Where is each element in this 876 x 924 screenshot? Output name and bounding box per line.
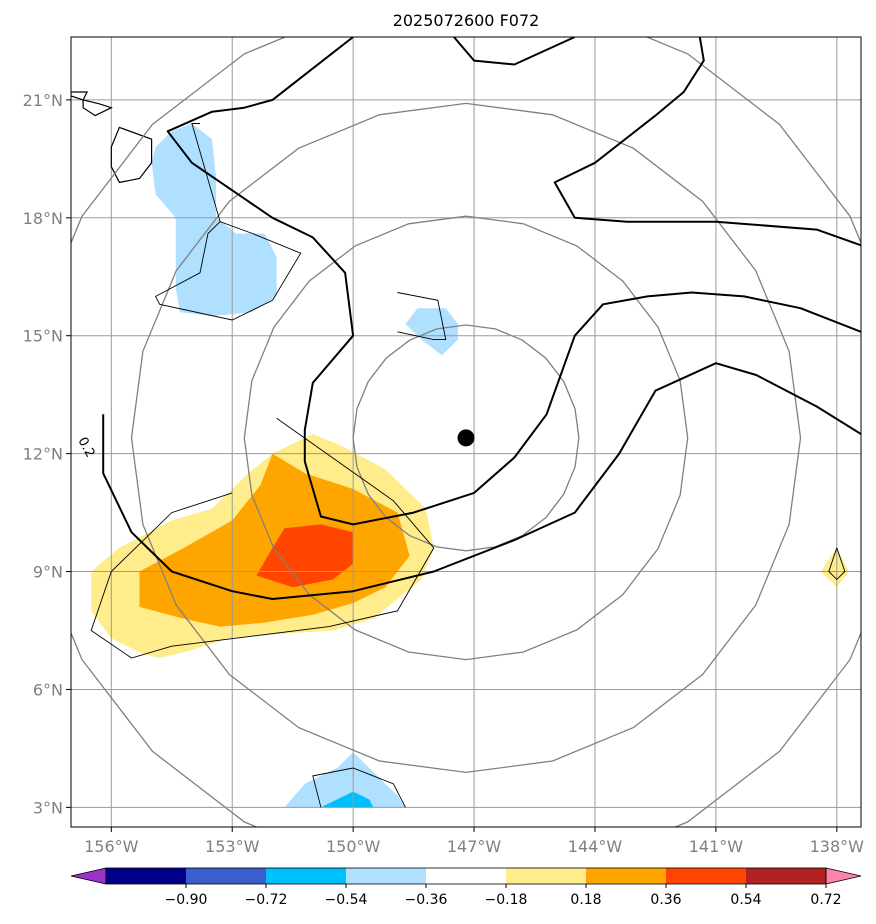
- colorbar-tick-label-7: 0.54: [730, 892, 761, 908]
- colorbar: −0.90 −0.72 −0.54 −0.36 −0.18 0.18 0.36 0.54 0.7…: [70, 867, 862, 908]
- y-tick-label-5: 18°N: [23, 209, 63, 228]
- y-tick-label-1: 6°N: [33, 680, 63, 699]
- y-tick-label-6: 21°N: [23, 91, 63, 110]
- y-tick-label-2: 9°N: [33, 563, 63, 582]
- colorbar-extend-low: [70, 867, 107, 885]
- colorbar-tick-label-3: −0.36: [405, 892, 448, 908]
- thin-contour-4: [828, 547, 846, 581]
- thick-contours: [102, 37, 861, 600]
- x-tick-label-4: 144°W: [568, 837, 623, 856]
- x-tick-label-1: 153°W: [205, 837, 260, 856]
- filled-region-2: [284, 752, 406, 808]
- colorbar-tick-label-5: 0.18: [570, 892, 601, 908]
- thick-contour-2: [102, 362, 861, 600]
- map-plot-area: 0.2: [71, 37, 861, 827]
- colorbar-segment-5: [506, 868, 587, 884]
- storm-center-marker: [457, 429, 475, 447]
- range-ring-1: [243, 215, 689, 661]
- colorbar-tick-label-0: −0.90: [165, 892, 208, 908]
- colorbar-segment-6: [586, 868, 667, 884]
- coastline-hawaii: [71, 91, 153, 184]
- colorbar-tick-label-8: 0.72: [810, 892, 841, 908]
- y-tick-label-4: 15°N: [23, 327, 63, 346]
- x-tick-label-5: 141°W: [689, 837, 744, 856]
- filled-region-7: [820, 547, 849, 588]
- thick-contour-3: [553, 37, 861, 247]
- thin-contour-0: [154, 123, 302, 321]
- colorbar-frame: [105, 867, 827, 885]
- filled-region-3: [320, 791, 374, 808]
- range-ring-3: [71, 37, 861, 827]
- x-tick-label-6: 138°W: [810, 837, 865, 856]
- colorbar-tick-label-1: −0.72: [245, 892, 288, 908]
- colorbar-tick-label-4: −0.18: [485, 892, 528, 908]
- map-frame: [70, 36, 862, 828]
- thin-contours: [90, 123, 846, 808]
- filled-region-1: [405, 308, 458, 356]
- lat-lon-gridlines: [71, 37, 861, 827]
- island-outline-2: [71, 91, 89, 101]
- y-tick-label-3: 12°N: [23, 445, 63, 464]
- colorbar-tick-label-2: −0.54: [325, 892, 368, 908]
- island-outline-1: [82, 99, 113, 117]
- x-tick-label-0: 156°W: [84, 837, 139, 856]
- colorbar-extend-high: [825, 867, 862, 885]
- thin-contour-3: [312, 767, 406, 808]
- colorbar-segment-3: [346, 868, 427, 884]
- thin-contour-1: [397, 292, 447, 341]
- thin-contour-2: [90, 417, 435, 659]
- y-axis-ticks: 3°N 6°N 9°N 12°N 15°N 18°N 21°N: [23, 91, 71, 817]
- colorbar-segment-1: [186, 868, 267, 884]
- filled-region-0: [151, 123, 277, 317]
- colorbar-segment-4: [426, 868, 507, 884]
- island-outline-0: [110, 126, 153, 184]
- colorbar-segment-0: [106, 868, 187, 884]
- colorbar-segment-7: [666, 868, 747, 884]
- thick-contour-1: [166, 37, 861, 526]
- storm-center-layer: [457, 429, 475, 447]
- x-axis-ticks: 156°W 153°W 150°W 147°W 144°W 141°W 138°W: [84, 827, 864, 856]
- x-tick-label-3: 147°W: [447, 837, 502, 856]
- colorbar-segment-2: [266, 868, 347, 884]
- colorbar-segment-8: [746, 868, 827, 884]
- colorbar-tick-label-6: 0.36: [650, 892, 681, 908]
- chart-title: 2025072600 F072: [393, 11, 540, 30]
- x-tick-label-2: 150°W: [326, 837, 381, 856]
- y-tick-label-0: 3°N: [33, 798, 63, 817]
- thick-contour-0: [453, 37, 576, 66]
- range-ring-2: [130, 102, 802, 774]
